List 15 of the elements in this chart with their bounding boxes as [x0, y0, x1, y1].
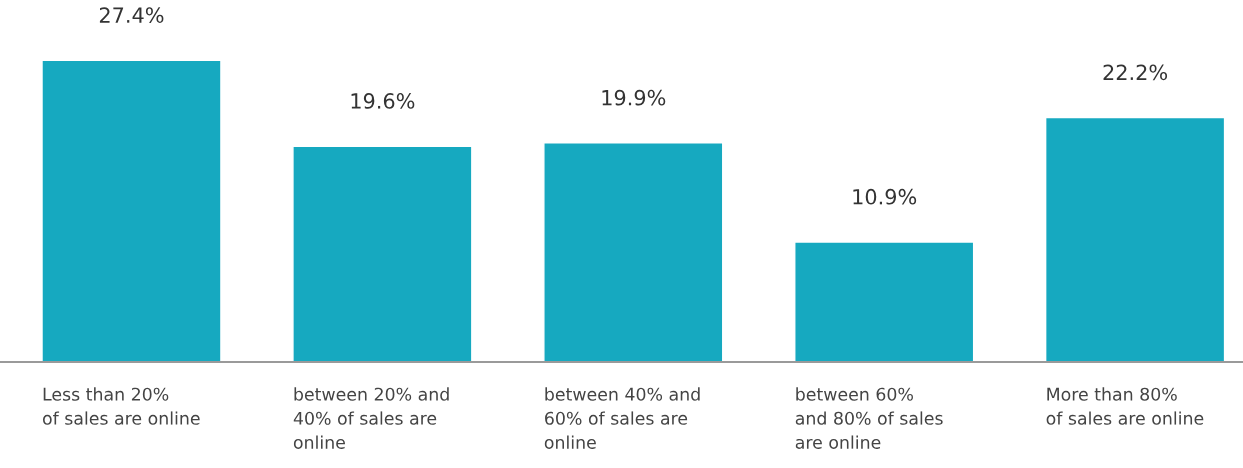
data-label: 22.2%: [1103, 64, 1168, 81]
bar: [292, 145, 473, 362]
bar: [543, 142, 724, 362]
x-tick-label: More than 80% of sales are online: [1046, 387, 1204, 425]
x-tick-label: between 60% and 80% of sales are online: [795, 387, 943, 449]
data-label: 19.6%: [351, 93, 415, 109]
x-tick-label: between 20% and 40% of sales are online: [293, 387, 449, 449]
data-label: 19.9%: [602, 89, 666, 106]
data-label: 10.9%: [853, 188, 917, 205]
bar: [41, 59, 222, 362]
data-label: 27.4%: [99, 7, 164, 23]
bar: [1044, 116, 1226, 362]
x-tick-label: between 40% and 60% of sales are online: [544, 387, 700, 449]
bar: [794, 241, 975, 362]
x-tick-label: Less than 20% of sales are online: [42, 387, 200, 425]
